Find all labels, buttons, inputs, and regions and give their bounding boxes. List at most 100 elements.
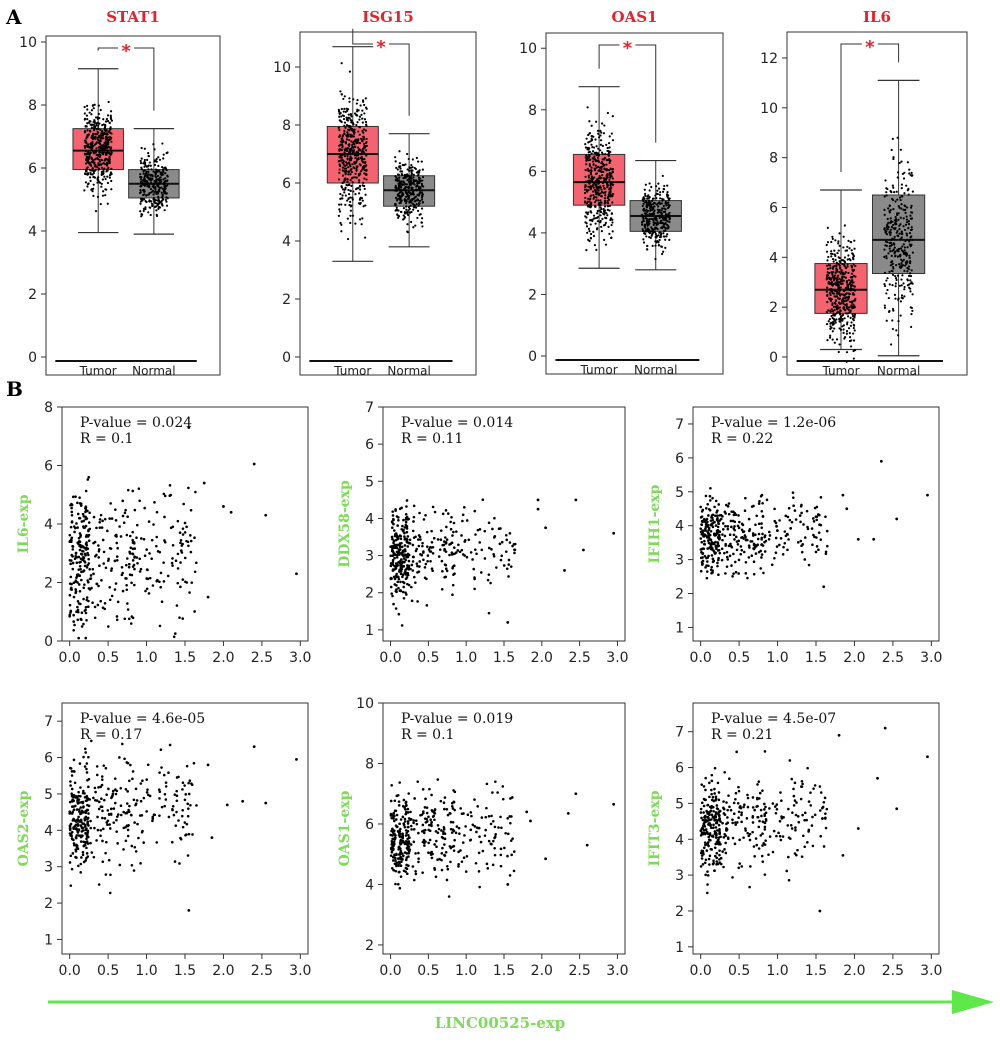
data-point — [907, 227, 910, 230]
data-point — [843, 317, 846, 320]
data-point — [346, 154, 349, 157]
data-point — [483, 557, 487, 560]
data-point — [892, 207, 895, 211]
data-point — [398, 192, 401, 195]
data-point — [352, 190, 355, 193]
data-point — [351, 196, 354, 200]
data-point — [397, 214, 401, 218]
data-point — [74, 855, 77, 859]
data-point — [89, 151, 92, 155]
data-point — [421, 193, 425, 196]
data-point — [601, 153, 604, 156]
data-point — [400, 528, 404, 531]
data-point — [128, 534, 132, 538]
data-point — [830, 308, 833, 311]
data-point — [340, 62, 343, 65]
data-point — [642, 208, 645, 211]
data-point — [892, 156, 895, 159]
data-point — [883, 248, 886, 251]
data-point — [813, 535, 816, 539]
data-point — [87, 539, 91, 543]
data-point — [474, 533, 477, 536]
data-point — [74, 804, 77, 808]
data-point — [139, 210, 142, 213]
significance-star: * — [865, 37, 875, 58]
data-point — [850, 321, 853, 324]
data-point — [656, 192, 659, 196]
data-point — [98, 164, 101, 167]
data-point — [903, 269, 906, 272]
data-point — [832, 318, 835, 321]
data-point — [162, 492, 166, 496]
data-point — [161, 204, 164, 207]
data-point — [158, 186, 161, 190]
data-point — [409, 179, 413, 182]
data-point — [349, 155, 352, 158]
data-point — [109, 131, 112, 135]
data-point — [829, 310, 832, 313]
data-point — [143, 147, 146, 150]
data-point — [507, 558, 511, 562]
data-point — [699, 537, 703, 540]
data-point — [845, 323, 849, 326]
data-point — [760, 526, 764, 530]
data-point — [356, 114, 359, 117]
data-point — [726, 558, 730, 561]
data-point — [893, 243, 896, 246]
data-point — [339, 119, 342, 123]
data-point — [724, 524, 727, 528]
data-point — [793, 509, 797, 512]
data-point — [432, 536, 436, 540]
data-point — [803, 536, 807, 539]
data-point — [666, 227, 669, 230]
data-point — [133, 821, 136, 824]
data-point — [612, 531, 616, 535]
data-point — [346, 108, 350, 111]
data-point — [704, 494, 708, 498]
data-point — [710, 565, 713, 569]
data-point — [86, 161, 89, 164]
data-point — [88, 111, 91, 114]
data-point — [642, 214, 645, 217]
data-point — [338, 135, 341, 139]
data-point — [108, 585, 112, 589]
data-point — [356, 141, 359, 144]
data-point — [357, 172, 360, 176]
data-point — [130, 864, 134, 867]
data-point — [159, 571, 163, 575]
data-point — [151, 175, 154, 178]
data-point — [836, 290, 839, 293]
data-point — [172, 635, 176, 639]
data-point — [825, 322, 829, 326]
data-point — [646, 228, 649, 231]
data-point — [699, 516, 703, 519]
data-point — [463, 554, 466, 557]
data-point — [896, 229, 899, 233]
data-point — [165, 168, 168, 172]
data-point — [754, 552, 758, 555]
data-point — [895, 278, 898, 282]
data-point — [584, 196, 587, 199]
data-point — [708, 499, 712, 502]
data-point — [499, 558, 503, 562]
data-point — [478, 528, 482, 531]
data-point — [587, 159, 590, 162]
data-point — [818, 513, 821, 517]
data-point — [139, 159, 142, 163]
data-point — [649, 209, 652, 212]
data-point — [831, 267, 835, 270]
data-point — [832, 279, 836, 282]
data-point — [195, 804, 198, 807]
data-point — [96, 177, 99, 180]
data-point — [720, 558, 724, 562]
data-point — [147, 173, 150, 176]
data-point — [445, 569, 449, 573]
data-point — [909, 290, 912, 293]
data-point — [362, 136, 365, 139]
data-point — [609, 195, 612, 198]
data-point — [768, 534, 772, 537]
data-point — [911, 251, 915, 254]
data-point — [121, 589, 125, 593]
data-point — [461, 513, 465, 517]
data-point — [398, 545, 402, 549]
